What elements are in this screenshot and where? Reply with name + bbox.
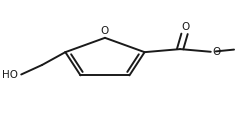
Text: O: O: [212, 46, 220, 56]
Text: HO: HO: [2, 70, 18, 80]
Text: O: O: [101, 26, 109, 36]
Text: O: O: [181, 22, 189, 32]
